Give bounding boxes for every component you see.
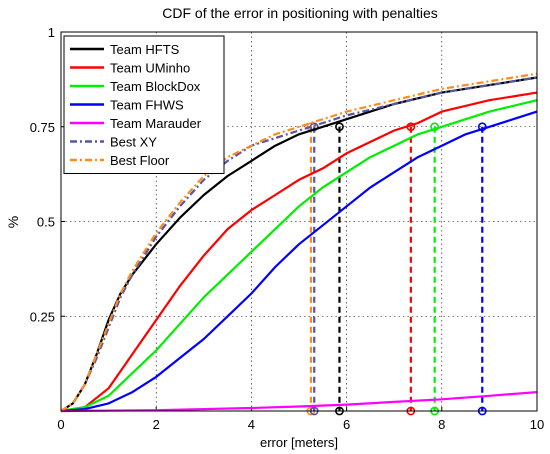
y-tick-label: 0.5: [37, 215, 55, 230]
legend: Team HFTS Team UMinho Team BlockDox Team FH…: [63, 35, 225, 174]
percentile-marker-top: [430, 122, 440, 132]
x-tick-label: 8: [438, 417, 445, 432]
y-axis-label: %: [5, 216, 21, 228]
y-axis-ticks: 0.25 0.5 0.75 1: [30, 25, 65, 324]
series-line-team-fhws: [60, 110, 538, 413]
legend-label: Team FHWS: [110, 98, 184, 113]
x-tick-label: 0: [57, 417, 64, 432]
series-line-team-uminho: [60, 91, 538, 413]
plot-frame: [60, 31, 538, 412]
series-line-team-blockdox: [60, 99, 538, 413]
legend-label: Best XY: [110, 135, 157, 150]
y-tick-label: 0.25: [30, 309, 55, 324]
series-line-team-marauder: [60, 391, 538, 413]
y-tick-label: 1: [48, 25, 55, 40]
percentile-marker-top: [335, 122, 344, 132]
legend-label: Best Floor: [110, 153, 170, 168]
x-axis-label: error [meters]: [260, 435, 338, 450]
y-tick-label: 0.75: [30, 120, 55, 135]
legend-label: Team BlockDox: [110, 79, 201, 94]
legend-label: Team UMinho: [110, 61, 190, 76]
legend-label: Team HFTS: [110, 42, 180, 57]
legend-label: Team Marauder: [110, 116, 202, 131]
x-tick-label: 2: [153, 417, 160, 432]
percentile-marker-top: [477, 122, 487, 132]
x-tick-label: 10: [530, 417, 544, 432]
chart-title: CDF of the error in positioning with pen…: [162, 5, 437, 21]
x-tick-label: 6: [343, 417, 350, 432]
x-tick-label: 4: [248, 417, 255, 432]
